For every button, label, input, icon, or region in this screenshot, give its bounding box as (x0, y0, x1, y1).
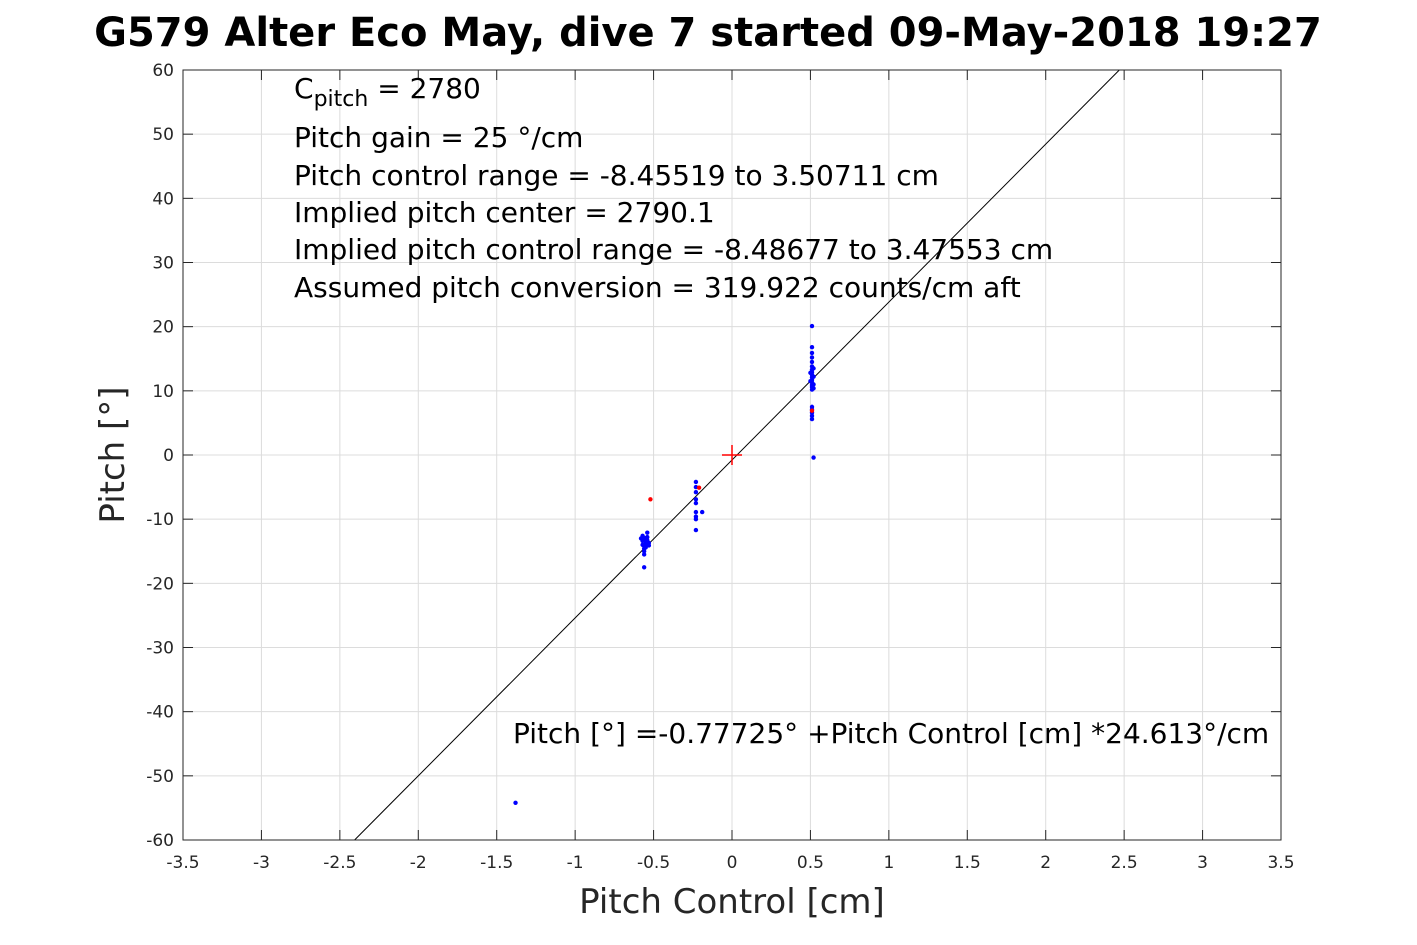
data-point (809, 350, 815, 356)
data-point (645, 534, 650, 540)
x-tick-label: -2 (410, 853, 427, 873)
implied-pitch-center-annotation: Implied pitch center = 2790.1 (294, 196, 715, 229)
x-tick-label: 3.5 (1267, 853, 1294, 873)
data-point (638, 536, 644, 541)
data-point (809, 408, 815, 413)
y-tick-label: -50 (146, 767, 174, 787)
data-point (513, 800, 518, 805)
data-point (693, 516, 699, 522)
data-point (696, 485, 702, 490)
x-tick-label: -3.5 (166, 853, 199, 873)
y-tick-label: 40 (152, 189, 174, 209)
y-tick-label: -40 (146, 703, 174, 723)
data-points (513, 323, 816, 805)
data-point (648, 497, 653, 502)
data-point (693, 500, 699, 506)
x-tick-label: 2.5 (1111, 853, 1138, 873)
center-marker-layer (722, 445, 742, 465)
c-pitch-annotation: Cpitch = 2780 (294, 72, 481, 112)
data-point (809, 323, 815, 329)
data-point (809, 359, 815, 365)
data-point (811, 382, 816, 387)
y-axis-label: Pitch [°] (93, 386, 133, 523)
implied-pitch-control-range-annotation: Implied pitch control range = -8.48677 t… (294, 233, 1053, 266)
y-tick-labels: -60 -50 -40 -30 -20 -10 0 10 20 30 40 50 60 (146, 61, 174, 851)
y-tick-label: 20 (152, 318, 174, 338)
y-tick-label: -30 (146, 639, 174, 659)
parameter-annotations: Cpitch = 2780 Pitch gain = 25 °/cm Pitch… (294, 72, 1053, 304)
data-point (693, 490, 699, 495)
x-tick-label: -0.5 (637, 853, 670, 873)
x-tick-label: -1.5 (480, 853, 513, 873)
x-tick-label: 2 (1040, 853, 1051, 873)
pitch-conversion-annotation: Assumed pitch conversion = 319.922 count… (294, 271, 1021, 304)
y-tick-label: 60 (152, 61, 174, 81)
data-point (699, 509, 705, 515)
data-point (693, 527, 699, 533)
x-tick-label: 3 (1197, 853, 1208, 873)
y-tick-label: -20 (146, 574, 174, 594)
data-point (811, 455, 816, 460)
data-point (808, 379, 813, 384)
data-point (811, 386, 816, 391)
data-point (809, 345, 815, 350)
data-point (809, 416, 815, 422)
data-point (645, 530, 650, 535)
data-point (643, 545, 648, 550)
y-tick-label: -10 (146, 510, 174, 530)
x-axis-label: Pitch Control [cm] (579, 882, 885, 922)
y-tick-label: 0 (163, 446, 174, 466)
x-tick-label: -2.5 (323, 853, 356, 873)
x-tick-label: 0 (727, 853, 738, 873)
y-tick-label: 30 (152, 254, 174, 274)
pitch-control-range-annotation: Pitch control range = -8.45519 to 3.5071… (294, 159, 939, 192)
x-tick-label: -3 (253, 853, 270, 873)
y-tick-label: 50 (152, 125, 174, 145)
data-point (693, 509, 699, 515)
data-point (811, 366, 816, 371)
y-tick-label: 10 (152, 382, 174, 402)
fit-equation-annotation: Pitch [°] =-0.77725° +Pitch Control [cm]… (513, 717, 1269, 750)
data-point (641, 549, 647, 554)
data-point (693, 479, 699, 485)
data-point (640, 542, 645, 548)
x-tick-labels: -3.5 -3 -2.5 -2 -1.5 -1 -0.5 0 0.5 1 1.5 2 2.5 3 3.5 (166, 853, 1294, 873)
data-point (641, 565, 647, 570)
axis-ticks (182, 69, 1282, 841)
pitch-gain-annotation: Pitch gain = 25 °/cm (294, 121, 583, 154)
data-point (641, 552, 647, 557)
data-point (693, 497, 699, 502)
data-point (809, 413, 815, 419)
plot-frame (182, 69, 1282, 841)
data-point (808, 370, 813, 376)
y-tick-label: -60 (146, 831, 174, 851)
x-tick-label: -1 (567, 853, 584, 873)
x-tick-label: 1 (883, 853, 894, 873)
x-tick-label: 1.5 (954, 853, 981, 873)
chart-title: G579 Alter Eco May, dive 7 started 09-Ma… (94, 10, 1322, 56)
data-point (811, 374, 816, 379)
data-point (809, 355, 815, 360)
x-tick-label: 0.5 (797, 853, 824, 873)
